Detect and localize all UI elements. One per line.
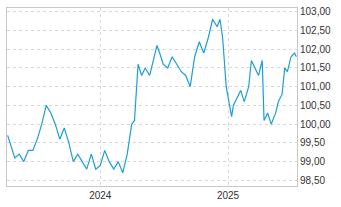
svg-text:103,00: 103,00 xyxy=(300,6,331,17)
svg-text:100,00: 100,00 xyxy=(300,119,331,130)
svg-text:2025: 2025 xyxy=(217,190,240,201)
svg-text:101,00: 101,00 xyxy=(300,81,331,92)
svg-text:101,50: 101,50 xyxy=(300,62,331,73)
svg-text:2024: 2024 xyxy=(89,190,112,201)
svg-text:98,50: 98,50 xyxy=(300,175,325,186)
svg-text:102,50: 102,50 xyxy=(300,25,331,36)
svg-text:99,00: 99,00 xyxy=(300,156,325,167)
svg-text:99,50: 99,50 xyxy=(300,137,325,148)
svg-text:100,50: 100,50 xyxy=(300,100,331,111)
svg-text:102,00: 102,00 xyxy=(300,44,331,55)
